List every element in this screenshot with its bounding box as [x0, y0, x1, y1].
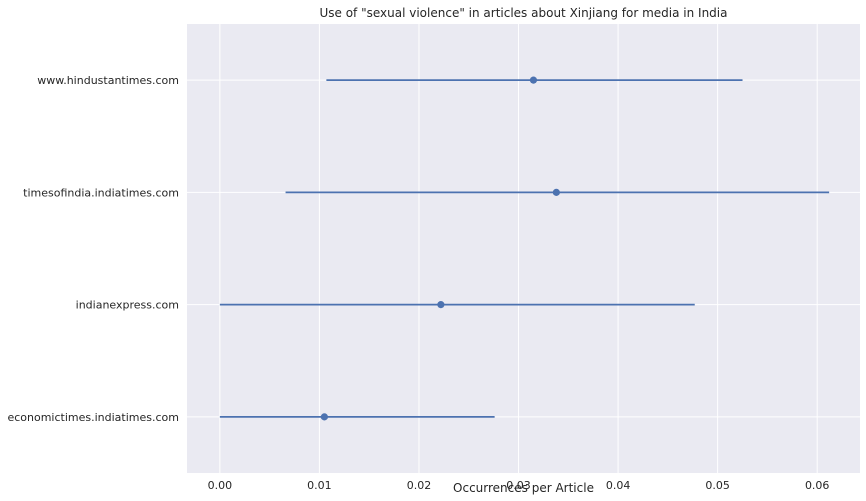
x-tick-label: 0.00 [208, 479, 233, 492]
y-tick-label: indianexpress.com [76, 299, 179, 312]
x-tick-label: 0.03 [506, 479, 531, 492]
x-tick-label: 0.04 [606, 479, 631, 492]
y-tick-label: timesofindia.indiatimes.com [23, 186, 179, 199]
y-tick-label: www.hindustantimes.com [37, 74, 179, 87]
data-point [552, 188, 560, 196]
data-point [320, 413, 328, 421]
x-tick-label: 0.05 [705, 479, 730, 492]
x-tick-label: 0.01 [307, 479, 332, 492]
data-point [529, 76, 538, 84]
chart-title: Use of "sexual violence" in articles abo… [319, 6, 727, 20]
data-marks [219, 76, 830, 421]
x-axis-label: Occurrences per Article [453, 481, 594, 495]
plot-area [187, 24, 860, 473]
x-tick-label: 0.06 [805, 479, 830, 492]
x-tick-labels: 0.00 0.01 0.02 0.03 0.04 0.05 0.06 [208, 479, 830, 492]
y-tick-label: economictimes.indiatimes.com [7, 411, 179, 424]
y-tick-labels: www.hindustantimes.com timesofindia.india… [7, 74, 179, 424]
x-tick-label: 0.02 [407, 479, 432, 492]
data-point [437, 301, 445, 309]
